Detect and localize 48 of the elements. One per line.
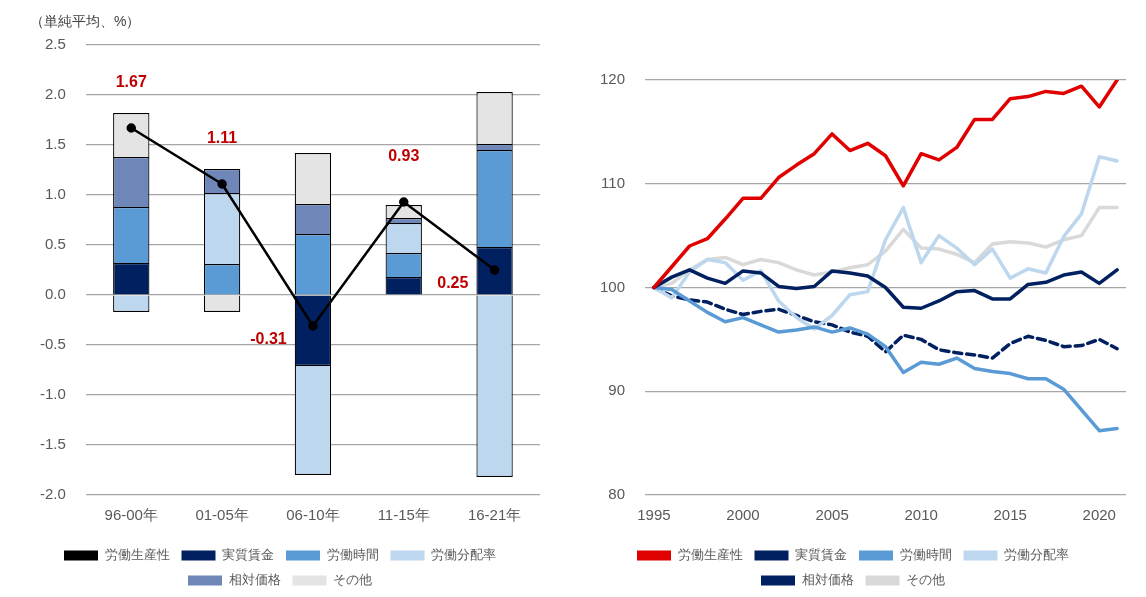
legend-label: 労働時間 bbox=[899, 547, 952, 563]
y-tick-label: 0.5 bbox=[44, 235, 66, 253]
point bbox=[399, 197, 409, 207]
legend-label: 労働時間 bbox=[326, 547, 379, 563]
y-tick-label: 80 bbox=[608, 485, 626, 503]
legend-label: その他 bbox=[333, 572, 372, 588]
y-tick-label: 1.5 bbox=[44, 135, 66, 153]
legend-label: 実質賃金 bbox=[795, 547, 847, 563]
data-label: 1.11 bbox=[206, 129, 238, 147]
x-tick-label: 2010 bbox=[904, 506, 938, 524]
legend-label: 労働生産性 bbox=[104, 547, 170, 563]
y-tick-label: 2.0 bbox=[44, 85, 66, 103]
y-tick-label: -2.0 bbox=[39, 485, 66, 503]
legend-label: 労働分配率 bbox=[1004, 547, 1069, 563]
point bbox=[126, 123, 137, 133]
x-tick-label: 2005 bbox=[815, 506, 849, 524]
legend-label: 相対価格 bbox=[228, 572, 281, 588]
y-tick-label: -1.5 bbox=[39, 435, 66, 453]
y-tick-label: -0.5 bbox=[39, 335, 66, 353]
legend-label: 労働分配率 bbox=[431, 547, 496, 563]
x-tick-label: 96-00年 bbox=[104, 506, 158, 524]
y-tick-label: 2.5 bbox=[44, 35, 66, 53]
y-tick-label: 1.0 bbox=[44, 185, 66, 203]
x-tick-label: 1995 bbox=[637, 506, 671, 524]
data-label: -0.31 bbox=[250, 330, 287, 348]
y-tick-label: 100 bbox=[600, 277, 626, 295]
legend-label: 実質賃金 bbox=[222, 547, 274, 563]
y-tick-label: 0.0 bbox=[44, 285, 66, 303]
x-tick-label: 06-10年 bbox=[286, 506, 340, 524]
x-tick-label: 2015 bbox=[993, 506, 1027, 524]
y-axis-title: （単純平均、%） bbox=[30, 12, 141, 29]
y-tick-label: -1.0 bbox=[39, 385, 66, 403]
data-label: 0.93 bbox=[388, 147, 420, 165]
y-tick-label: 110 bbox=[601, 173, 626, 191]
legend-label: その他 bbox=[906, 572, 945, 588]
x-tick-label: 2020 bbox=[1082, 506, 1116, 524]
y-tick-label: 120 bbox=[600, 70, 626, 88]
x-tick-label: 16-21年 bbox=[467, 506, 522, 524]
y-tick-label: 90 bbox=[608, 381, 626, 399]
x-tick-label: 2000 bbox=[726, 506, 760, 524]
data-label: 1.67 bbox=[115, 73, 147, 91]
legend-label: 労働生産性 bbox=[677, 547, 743, 563]
data-label: 0.25 bbox=[437, 274, 469, 292]
x-tick-label: 01-05年 bbox=[195, 506, 249, 524]
point bbox=[308, 321, 318, 331]
point bbox=[489, 265, 500, 275]
legend-label: 相対価格 bbox=[801, 572, 854, 588]
x-tick-label: 11-15年 bbox=[377, 506, 430, 524]
